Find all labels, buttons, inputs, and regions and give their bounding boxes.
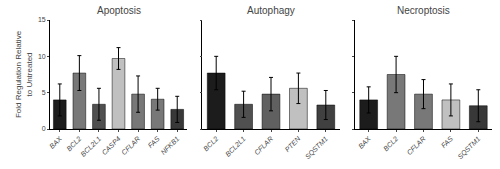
svg-text:10: 10 — [38, 53, 46, 60]
svg-text:Necroptosis: Necroptosis — [397, 5, 450, 16]
svg-text:CFLAR: CFLAR — [405, 135, 426, 156]
svg-text:FAS: FAS — [147, 135, 161, 149]
svg-text:BCL2: BCL2 — [65, 135, 82, 152]
svg-text:Autophagy: Autophagy — [247, 5, 295, 16]
svg-text:CFLAR: CFLAR — [120, 135, 141, 156]
svg-text:BCL2: BCL2 — [202, 135, 219, 152]
svg-text:Apoptosis: Apoptosis — [97, 5, 141, 16]
svg-text:CFLAR: CFLAR — [253, 135, 274, 156]
svg-text:Fold Regulation Relativeto Unt: Fold Regulation Relativeto Untreated — [14, 30, 33, 118]
svg-text:NFKB1: NFKB1 — [160, 135, 181, 156]
svg-text:BCL2L1: BCL2L1 — [224, 135, 247, 158]
svg-text:CASP4: CASP4 — [101, 135, 122, 156]
svg-text:SQSTM1: SQSTM1 — [456, 135, 482, 161]
svg-text:SQSTM1: SQSTM1 — [304, 135, 330, 161]
svg-text:5: 5 — [42, 89, 46, 96]
svg-text:PTEN: PTEN — [283, 134, 302, 153]
svg-text:BCL2L1: BCL2L1 — [79, 135, 102, 158]
svg-text:BAX: BAX — [48, 135, 63, 150]
svg-text:BAX: BAX — [357, 135, 372, 150]
svg-text:0: 0 — [42, 125, 46, 132]
svg-text:15: 15 — [38, 16, 46, 23]
svg-text:BCL2: BCL2 — [382, 135, 399, 152]
svg-text:FAS: FAS — [440, 135, 454, 149]
